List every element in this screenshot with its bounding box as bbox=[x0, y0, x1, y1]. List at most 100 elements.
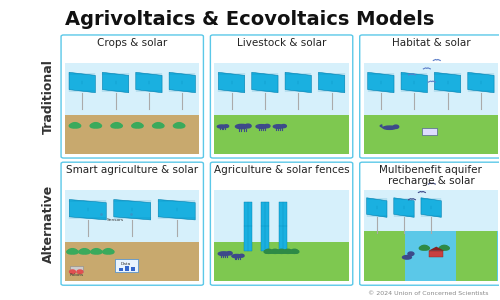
Circle shape bbox=[264, 250, 269, 253]
Circle shape bbox=[104, 249, 113, 254]
Polygon shape bbox=[421, 198, 442, 217]
Circle shape bbox=[440, 245, 448, 250]
Text: Crops & solar: Crops & solar bbox=[97, 38, 168, 48]
Circle shape bbox=[116, 124, 122, 128]
Circle shape bbox=[92, 123, 100, 128]
FancyBboxPatch shape bbox=[364, 190, 498, 265]
FancyBboxPatch shape bbox=[130, 267, 134, 271]
Ellipse shape bbox=[232, 254, 241, 258]
FancyBboxPatch shape bbox=[214, 115, 349, 154]
Circle shape bbox=[290, 250, 295, 253]
Circle shape bbox=[444, 247, 450, 250]
Text: Alternative: Alternative bbox=[42, 184, 55, 263]
Text: Livestock & solar: Livestock & solar bbox=[237, 38, 326, 48]
Text: Traditional: Traditional bbox=[42, 59, 55, 134]
Polygon shape bbox=[158, 200, 195, 220]
Polygon shape bbox=[318, 72, 345, 93]
Text: Habitat & solar: Habitat & solar bbox=[392, 38, 470, 48]
FancyBboxPatch shape bbox=[124, 266, 128, 271]
FancyBboxPatch shape bbox=[210, 35, 353, 158]
Ellipse shape bbox=[236, 124, 248, 129]
FancyBboxPatch shape bbox=[360, 162, 500, 285]
Text: Multibenefit aquifer
recharge & solar: Multibenefit aquifer recharge & solar bbox=[380, 165, 482, 187]
FancyBboxPatch shape bbox=[214, 190, 349, 265]
Circle shape bbox=[281, 250, 286, 253]
FancyBboxPatch shape bbox=[214, 242, 349, 281]
FancyBboxPatch shape bbox=[262, 202, 269, 250]
Circle shape bbox=[265, 249, 272, 254]
Polygon shape bbox=[114, 200, 150, 220]
FancyBboxPatch shape bbox=[118, 268, 122, 271]
Polygon shape bbox=[136, 72, 162, 93]
Circle shape bbox=[78, 250, 85, 254]
Circle shape bbox=[152, 124, 159, 128]
FancyBboxPatch shape bbox=[364, 231, 498, 281]
Circle shape bbox=[136, 124, 143, 128]
Text: Data: Data bbox=[121, 262, 132, 266]
Circle shape bbox=[68, 249, 77, 254]
Circle shape bbox=[294, 250, 299, 253]
FancyBboxPatch shape bbox=[364, 231, 405, 281]
FancyBboxPatch shape bbox=[279, 202, 286, 250]
Circle shape bbox=[268, 250, 273, 253]
Circle shape bbox=[274, 250, 280, 253]
Circle shape bbox=[92, 249, 101, 254]
Circle shape bbox=[154, 123, 163, 128]
Circle shape bbox=[108, 250, 114, 254]
FancyBboxPatch shape bbox=[65, 190, 200, 265]
Circle shape bbox=[72, 250, 78, 254]
FancyBboxPatch shape bbox=[65, 63, 200, 137]
Polygon shape bbox=[428, 247, 444, 251]
FancyBboxPatch shape bbox=[364, 63, 498, 137]
Ellipse shape bbox=[256, 124, 267, 128]
Polygon shape bbox=[285, 72, 312, 93]
Text: Robots: Robots bbox=[70, 273, 84, 277]
Circle shape bbox=[291, 249, 298, 254]
Circle shape bbox=[70, 123, 80, 128]
Circle shape bbox=[132, 124, 138, 128]
Polygon shape bbox=[218, 72, 244, 93]
Circle shape bbox=[264, 124, 270, 128]
Circle shape bbox=[174, 123, 184, 128]
Circle shape bbox=[277, 250, 282, 253]
Circle shape bbox=[408, 252, 414, 256]
Text: Smart agriculture & solar: Smart agriculture & solar bbox=[66, 165, 198, 175]
Circle shape bbox=[284, 249, 292, 254]
Circle shape bbox=[270, 250, 276, 253]
Circle shape bbox=[281, 124, 286, 128]
Circle shape bbox=[158, 124, 164, 128]
FancyBboxPatch shape bbox=[360, 35, 500, 158]
FancyBboxPatch shape bbox=[65, 115, 200, 154]
Circle shape bbox=[239, 254, 244, 257]
FancyBboxPatch shape bbox=[210, 162, 353, 285]
Ellipse shape bbox=[274, 125, 283, 128]
Circle shape bbox=[96, 250, 102, 254]
Circle shape bbox=[288, 250, 292, 253]
Circle shape bbox=[111, 124, 117, 128]
FancyBboxPatch shape bbox=[244, 202, 252, 250]
Polygon shape bbox=[252, 72, 278, 93]
Circle shape bbox=[272, 249, 278, 254]
Ellipse shape bbox=[383, 126, 396, 129]
Ellipse shape bbox=[402, 256, 411, 259]
Text: Sensors: Sensors bbox=[107, 218, 124, 222]
Circle shape bbox=[102, 250, 109, 254]
Circle shape bbox=[174, 124, 180, 128]
Polygon shape bbox=[468, 72, 494, 93]
Text: © 2024 Union of Concerned Scientists: © 2024 Union of Concerned Scientists bbox=[368, 291, 488, 296]
Circle shape bbox=[70, 124, 75, 128]
Polygon shape bbox=[69, 72, 96, 93]
Polygon shape bbox=[368, 72, 394, 93]
Circle shape bbox=[226, 252, 232, 255]
Circle shape bbox=[74, 124, 80, 128]
Circle shape bbox=[67, 250, 73, 254]
Circle shape bbox=[420, 245, 428, 250]
Circle shape bbox=[424, 247, 430, 250]
Circle shape bbox=[90, 124, 96, 128]
Circle shape bbox=[90, 250, 97, 254]
Circle shape bbox=[393, 125, 398, 128]
Ellipse shape bbox=[218, 252, 230, 256]
Text: Agrivoltaics & Ecovoltaics Models: Agrivoltaics & Ecovoltaics Models bbox=[66, 10, 434, 29]
Text: Agriculture & solar fences: Agriculture & solar fences bbox=[214, 165, 350, 175]
Circle shape bbox=[245, 124, 251, 128]
